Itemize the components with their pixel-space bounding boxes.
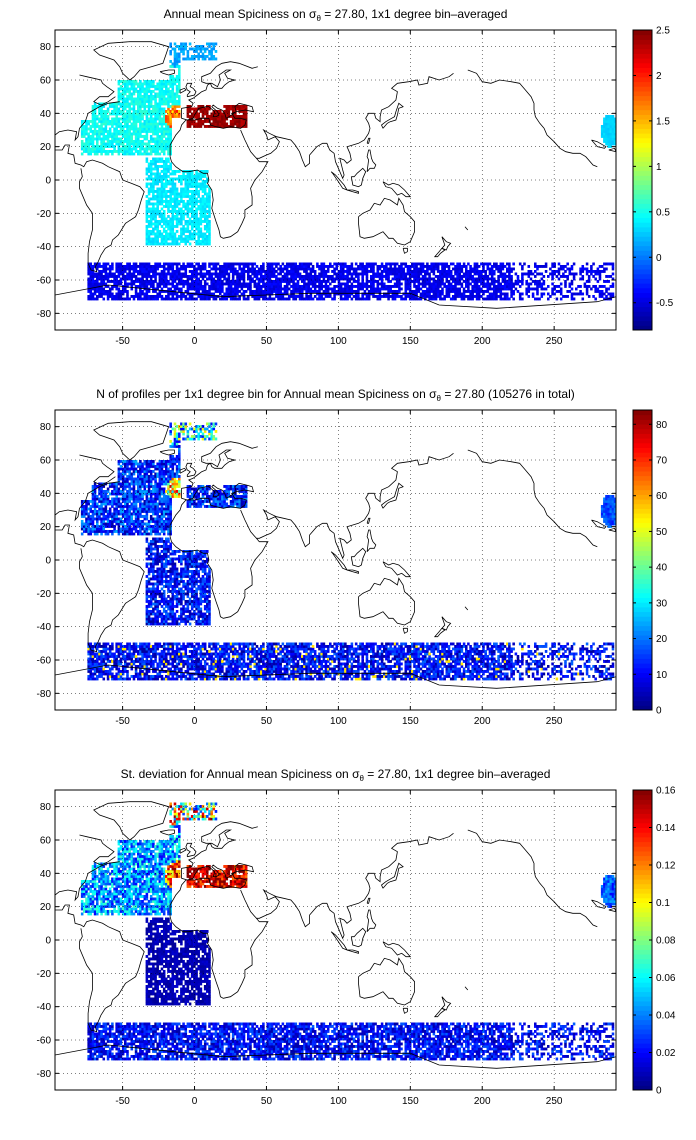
y-tick-label: 60 <box>40 456 52 467</box>
colorbar: 0 0.02 0.04 0.06 0.08 0.1 0.12 0.14 0.16 <box>632 786 676 1097</box>
x-tick-label: 250 <box>546 336 563 347</box>
x-tick-label: 0 <box>192 716 198 727</box>
panel-std-dev: St. deviation for Annual mean Spiciness … <box>37 767 676 1107</box>
colorbar-tick-label: 0.5 <box>656 207 670 218</box>
colorbar-tick-label: 80 <box>656 420 668 431</box>
grid <box>55 790 616 1090</box>
y-tick-label: 80 <box>40 802 52 813</box>
panel-title: N of profiles per 1x1 degree bin for Ann… <box>96 387 575 403</box>
data-field <box>80 422 616 681</box>
colorbar-tick-label: -0.5 <box>656 298 674 309</box>
colorbar-tick-label: 10 <box>656 670 668 681</box>
colorbar: 0 10 20 30 40 50 60 70 80 <box>632 409 668 717</box>
y-tick-label: 20 <box>40 522 52 533</box>
y-tick-label: -60 <box>37 1036 52 1047</box>
y-tick-label: 0 <box>45 936 51 947</box>
y-tick-label: 60 <box>40 836 52 847</box>
y-tick-label: 40 <box>40 869 52 880</box>
colorbar-tick-label: 40 <box>656 563 668 574</box>
x-tick-label: 50 <box>261 1096 273 1107</box>
colorbar-tick-label: 20 <box>656 634 668 645</box>
panel-profile-count: N of profiles per 1x1 degree bin for Ann… <box>37 387 668 727</box>
y-tick-label: -20 <box>37 969 52 980</box>
x-tick-label: -50 <box>115 1096 130 1107</box>
y-tick-label: -40 <box>37 1002 52 1013</box>
x-tick-label: 100 <box>330 716 347 727</box>
colorbar-tick-label: 2.5 <box>656 26 670 37</box>
coastlines <box>55 421 616 689</box>
x-tick-label: 250 <box>546 1096 563 1107</box>
colorbar-tick-label: 0.1 <box>656 898 670 909</box>
panel-title: St. deviation for Annual mean Spiciness … <box>121 767 551 783</box>
colorbar-tick-label: 0.04 <box>656 1011 676 1022</box>
y-tick-label: -40 <box>37 242 52 253</box>
y-tick-label: 0 <box>45 556 51 567</box>
colorbar-tick-label: 60 <box>656 491 668 502</box>
colorbar-tick-label: 0.02 <box>656 1048 676 1059</box>
colorbar-tick-label: 50 <box>656 527 668 538</box>
colorbar-tick-label: 0.08 <box>656 936 676 947</box>
x-tick-label: 150 <box>402 336 419 347</box>
y-tick-label: 40 <box>40 489 52 500</box>
panel-spiciness: Annual mean Spiciness on σθ = 27.80, 1x1… <box>37 7 674 347</box>
y-tick-label: -20 <box>37 589 52 600</box>
y-tick-label: -60 <box>37 276 52 287</box>
data-field <box>80 802 616 1061</box>
colorbar-tick-label: 0.16 <box>656 786 676 797</box>
x-tick-label: -50 <box>115 716 130 727</box>
colorbar-tick-label: 0.12 <box>656 861 676 872</box>
colorbar-tick-label: 2 <box>656 71 662 82</box>
coastlines <box>55 801 616 1069</box>
grid <box>55 410 616 710</box>
colorbar-tick-label: 1 <box>656 162 662 173</box>
y-tick-label: 0 <box>45 176 51 187</box>
y-tick-label: -20 <box>37 209 52 220</box>
colorbar-tick-label: 70 <box>656 456 668 467</box>
y-tick-label: 80 <box>40 42 52 53</box>
x-tick-label: 250 <box>546 716 563 727</box>
x-tick-label: 50 <box>261 716 273 727</box>
coastlines <box>55 41 616 309</box>
y-tick-label: 20 <box>40 142 52 153</box>
y-tick-label: -80 <box>37 309 52 320</box>
colorbar-tick-label: 1.5 <box>656 116 670 127</box>
colorbar-tick-label: 0 <box>656 706 662 717</box>
x-tick-label: 100 <box>330 1096 347 1107</box>
x-tick-label: -50 <box>115 336 130 347</box>
x-tick-label: 0 <box>192 336 198 347</box>
y-tick-label: -80 <box>37 689 52 700</box>
y-tick-label: -40 <box>37 622 52 633</box>
colorbar: -0.5 0 0.5 1 1.5 2 2.5 <box>632 26 674 331</box>
data-field <box>80 42 616 301</box>
x-tick-label: 100 <box>330 336 347 347</box>
x-tick-label: 200 <box>474 1096 491 1107</box>
x-tick-label: 150 <box>402 1096 419 1107</box>
colorbar-tick-label: 30 <box>656 598 668 609</box>
colorbar-tick-label: 0.14 <box>656 823 676 834</box>
y-tick-label: 20 <box>40 902 52 913</box>
x-tick-label: 200 <box>474 336 491 347</box>
colorbar-tick-label: 0 <box>656 1086 662 1097</box>
colorbar-tick-label: 0 <box>656 253 662 264</box>
y-tick-label: 60 <box>40 76 52 87</box>
colorbar-tick-label: 0.06 <box>656 973 676 984</box>
y-tick-label: 40 <box>40 109 52 120</box>
y-tick-label: 80 <box>40 422 52 433</box>
x-tick-label: 150 <box>402 716 419 727</box>
x-tick-label: 0 <box>192 1096 198 1107</box>
panel-title: Annual mean Spiciness on σθ = 27.80, 1x1… <box>164 7 508 23</box>
x-tick-label: 50 <box>261 336 273 347</box>
y-tick-label: -60 <box>37 656 52 667</box>
x-tick-label: 200 <box>474 716 491 727</box>
grid <box>55 30 616 330</box>
y-tick-label: -80 <box>37 1069 52 1080</box>
